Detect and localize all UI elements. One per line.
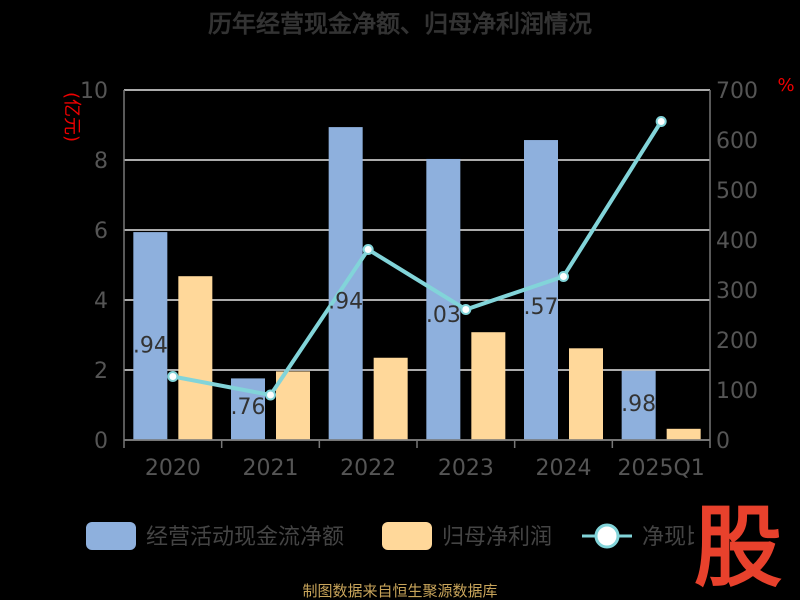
- ratio-point: [265, 389, 276, 401]
- legend-net-profit-label: 归母净利润: [442, 525, 552, 550]
- net-profit-bar: [178, 276, 213, 440]
- data-label: .98: [621, 392, 656, 417]
- data-label: .94: [328, 290, 363, 315]
- cashflow-bar: [133, 232, 168, 440]
- legend-net-profit-swatch: [382, 522, 432, 550]
- right-axis-unit: %: [777, 75, 794, 96]
- bars: [133, 127, 701, 441]
- ratio-point: [655, 116, 667, 127]
- cashflow-bar: [426, 158, 461, 440]
- ratio-line: [167, 116, 667, 401]
- ratio-point: [558, 271, 569, 282]
- left-tick-label: 0: [94, 429, 108, 454]
- legend: 经营活动现金流净额 归母净利润 净现比: [86, 522, 708, 550]
- ratio-point: [460, 304, 472, 315]
- left-tick-label: 8: [94, 149, 108, 174]
- category-label: 2021: [243, 456, 299, 481]
- net-profit-bar: [569, 348, 603, 440]
- left-tick-label: 2: [94, 359, 108, 384]
- left-tick-label: 10: [80, 79, 108, 104]
- right-tick-label: 500: [716, 179, 758, 204]
- legend-cashflow-swatch: [86, 522, 136, 550]
- right-tick-label: 0: [716, 429, 730, 454]
- category-label: 2022: [340, 456, 396, 481]
- category-label: 2023: [438, 456, 494, 481]
- right-tick-label: 600: [716, 129, 758, 154]
- legend-ratio-marker: [594, 523, 620, 549]
- logo: 股: [694, 496, 782, 599]
- left-axis-unit: (亿元): [61, 92, 82, 142]
- net-profit-bar: [276, 371, 310, 440]
- ratio-point: [167, 371, 179, 382]
- data-label: .94: [133, 334, 168, 359]
- right-tick-label: 100: [716, 379, 758, 404]
- legend-cashflow-label: 经营活动现金流净额: [146, 525, 344, 550]
- logo-backdrop: [694, 505, 786, 585]
- data-label: .03: [426, 303, 461, 328]
- net-profit-bar: [471, 332, 506, 440]
- right-tick-label: 200: [716, 329, 758, 354]
- left-tick-label: 4: [94, 289, 108, 314]
- cashflow-bar: [621, 370, 656, 440]
- ratio-line-path: [172, 120, 663, 398]
- data-label: .76: [231, 395, 266, 420]
- right-tick-label: 300: [716, 279, 758, 304]
- left-tick-label: 6: [94, 219, 108, 244]
- source-note: 制图数据来自恒生聚源数据库: [302, 582, 497, 600]
- right-tick-label: 400: [716, 229, 758, 254]
- right-tick-label: 700: [716, 79, 758, 104]
- category-label: 2024: [536, 456, 592, 481]
- net-profit-bar: [373, 357, 408, 440]
- net-profit-bar: [666, 428, 701, 440]
- data-labels: .94 .76 .94 .03 .57 .98: [133, 290, 656, 421]
- ratio-point: [362, 244, 374, 255]
- category-label: 2020: [145, 456, 201, 481]
- data-label: .57: [524, 295, 559, 320]
- chart-title: 历年经营现金净额、归母净利润情况: [208, 10, 592, 38]
- category-label: 2025Q1: [618, 456, 705, 481]
